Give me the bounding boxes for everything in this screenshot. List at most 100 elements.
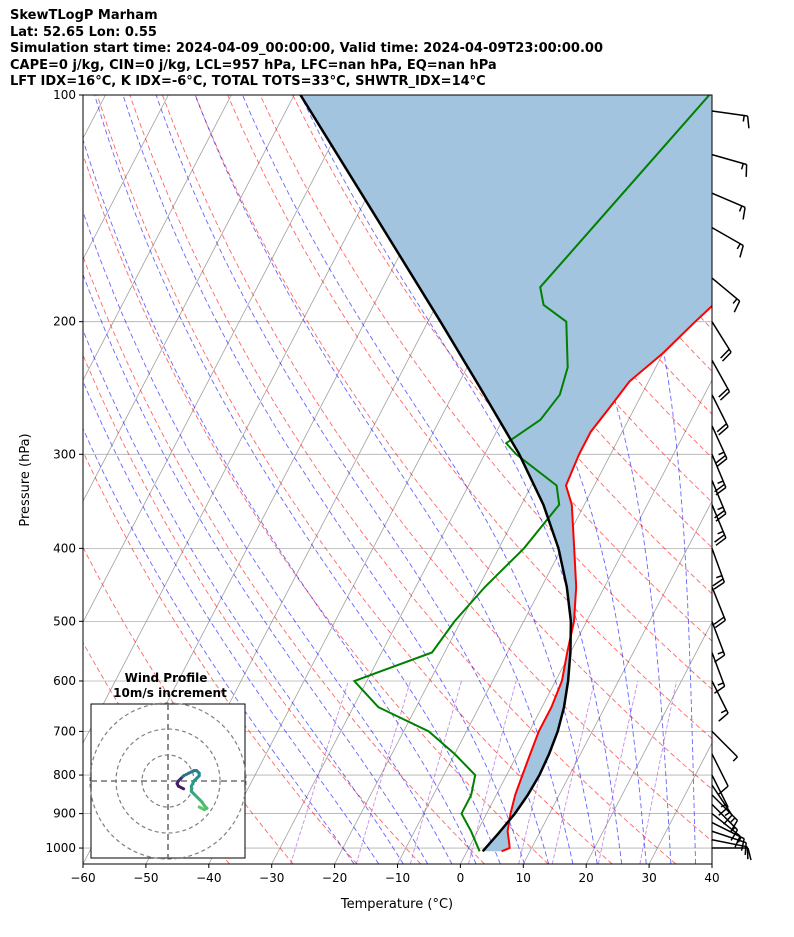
location-line: Lat: 52.65 Lon: 0.55 bbox=[10, 24, 157, 40]
wind-barb-staff bbox=[711, 730, 738, 758]
moist-adiabat bbox=[122, 95, 525, 864]
wind-barb bbox=[711, 784, 733, 825]
x-tick-label: −40 bbox=[196, 871, 221, 885]
wind-barb-staff bbox=[711, 359, 731, 393]
wind-barb-flag bbox=[716, 458, 728, 467]
dry-adiabat bbox=[83, 255, 485, 864]
mixing-ratio-line bbox=[639, 680, 678, 864]
time-line: Simulation start time: 2024-04-09_00:00:… bbox=[10, 41, 603, 56]
moist-adiabat bbox=[300, 95, 623, 864]
mixing-ratio-line bbox=[355, 680, 412, 864]
wind-barb-staff bbox=[711, 277, 741, 302]
mixing-ratio-line bbox=[290, 680, 349, 864]
wind-barb-staff bbox=[711, 192, 746, 209]
wind-barb-staff bbox=[711, 753, 729, 787]
y-tick-label: 600 bbox=[53, 674, 76, 688]
parcel-shade-layer bbox=[300, 95, 712, 852]
moist-adiabat bbox=[83, 210, 453, 864]
x-tick-label: 30 bbox=[641, 871, 656, 885]
wind-barb bbox=[711, 321, 732, 362]
wind-barb-half bbox=[718, 451, 725, 456]
wind-barb-half bbox=[720, 803, 727, 808]
wind-barbs-layer bbox=[711, 110, 752, 861]
dry-adiabat bbox=[194, 95, 712, 790]
wind-barb-staff bbox=[711, 794, 738, 821]
wind-barb-staff bbox=[711, 321, 732, 353]
dry-adiabat bbox=[161, 95, 712, 842]
wind-barb bbox=[711, 110, 750, 129]
wind-barb-half bbox=[716, 574, 723, 579]
wind-barb-half bbox=[720, 709, 727, 714]
x-tick-label: −30 bbox=[259, 871, 284, 885]
wind-barb-staff bbox=[711, 680, 729, 714]
wind-barb-staff bbox=[711, 548, 726, 583]
wind-barb bbox=[711, 504, 727, 546]
dry-adiabat bbox=[390, 95, 712, 503]
moist-adiabat bbox=[94, 95, 501, 864]
wind-barb-half bbox=[737, 836, 742, 843]
y-tick-label: 700 bbox=[53, 724, 76, 738]
wind-barb bbox=[711, 359, 731, 401]
cape-line: CAPE=0 j/kg, CIN=0 j/kg, LCL=957 hPa, LF… bbox=[10, 57, 497, 73]
wind-barb-flag bbox=[715, 486, 727, 496]
y-axis-label: Pressure (hPa) bbox=[18, 433, 33, 526]
index-line: LFT IDX=16°C, K IDX=-6°C, TOTAL TOTS=33°… bbox=[10, 74, 486, 89]
grid-layer bbox=[83, 95, 712, 864]
wind-barb-flag bbox=[721, 351, 732, 362]
wind-barb-half bbox=[717, 651, 724, 655]
y-tick-label: 1000 bbox=[45, 841, 76, 855]
x-tick-label: −50 bbox=[133, 871, 158, 885]
wind-barb-staff bbox=[711, 504, 727, 539]
wind-barb bbox=[711, 425, 728, 467]
wind-barb-flag bbox=[747, 847, 752, 861]
wind-barb-flag bbox=[733, 300, 741, 313]
moist-adiabat bbox=[83, 427, 355, 864]
hodograph-plot bbox=[89, 702, 247, 860]
hodograph-segment bbox=[176, 784, 186, 791]
parcel-shade bbox=[300, 95, 712, 852]
isotherm bbox=[83, 95, 295, 502]
wind-barb bbox=[711, 730, 738, 762]
x-tick-label: −60 bbox=[70, 871, 95, 885]
x-tick-label: 0 bbox=[457, 871, 465, 885]
moist-adiabat bbox=[83, 138, 477, 864]
dry-adiabat bbox=[83, 450, 358, 864]
dry-adiabat bbox=[259, 95, 712, 690]
wind-barb-staff bbox=[711, 454, 727, 488]
wind-barb-half bbox=[738, 205, 743, 212]
wind-barb-staff bbox=[711, 586, 727, 621]
wind-barb-flag bbox=[730, 819, 739, 832]
wind-barb-flag bbox=[715, 537, 727, 546]
wind-barb-staff bbox=[711, 394, 729, 428]
wind-barb-flag bbox=[714, 483, 725, 493]
x-tick-label: 20 bbox=[579, 871, 594, 885]
wind-barb-half bbox=[717, 530, 724, 535]
wind-barb-staff bbox=[711, 774, 729, 808]
wind-barb bbox=[711, 394, 729, 436]
wind-barb bbox=[711, 830, 747, 856]
wind-barb-flag bbox=[718, 388, 729, 398]
wind-barb-staff bbox=[711, 830, 747, 844]
isotherm bbox=[83, 95, 106, 140]
moist-adiabat bbox=[155, 95, 550, 864]
wind-barb bbox=[711, 774, 729, 816]
wind-barb-flag bbox=[718, 806, 729, 816]
dry-adiabat bbox=[96, 95, 613, 864]
moist-adiabat bbox=[83, 380, 380, 864]
y-tick-label: 200 bbox=[53, 315, 76, 329]
wind-barb bbox=[711, 192, 746, 220]
series-layer bbox=[299, 95, 712, 853]
y-tick-label: 100 bbox=[53, 88, 76, 102]
isotherm bbox=[83, 95, 232, 382]
parcel-line bbox=[299, 95, 573, 853]
chart-header: SkewTLogP Marham Lat: 52.65 Lon: 0.55 Si… bbox=[10, 8, 603, 91]
wind-barb-flag bbox=[746, 115, 750, 129]
isotherm bbox=[711, 863, 712, 864]
wind-barb-flag bbox=[719, 391, 730, 401]
wind-barb-half bbox=[742, 115, 745, 122]
wind-barb bbox=[711, 652, 726, 694]
hodograph: Wind Profile 10m/s increment bbox=[89, 671, 247, 860]
wind-barb-flag bbox=[723, 814, 733, 825]
wind-barb-flag bbox=[739, 245, 744, 258]
moist-adiabat bbox=[573, 95, 697, 864]
